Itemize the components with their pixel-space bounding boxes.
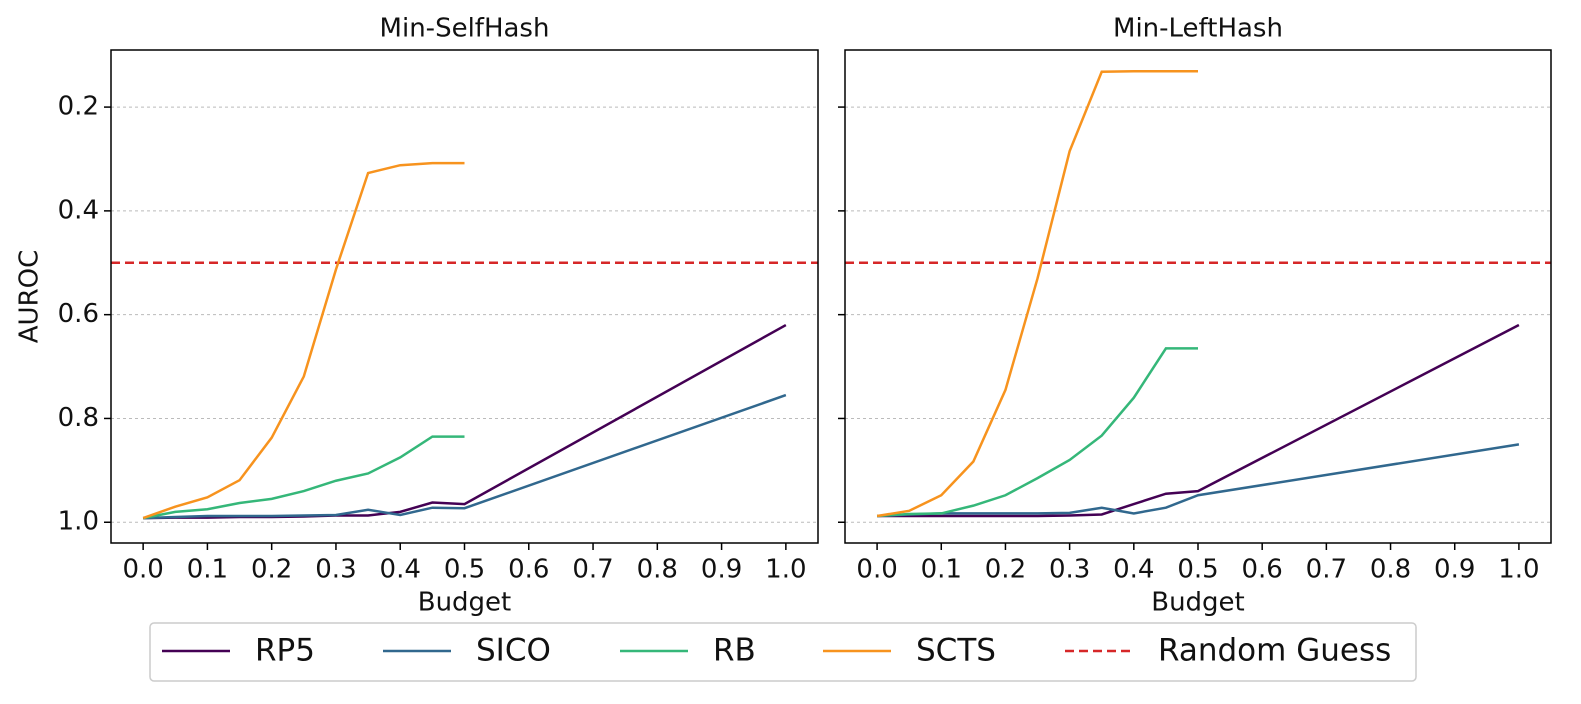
x-tick-label: 0.6 [1242,555,1283,585]
legend-label: RB [713,633,756,669]
panel-title: Min-LeftHash [1113,14,1283,44]
x-tick-label: 0.9 [1434,555,1475,585]
x-tick-label: 0.4 [380,555,421,585]
x-tick-label: 0.1 [921,555,962,585]
y-tick-label: 1.0 [58,507,99,537]
y-tick-label: 0.8 [58,403,99,433]
x-tick-label: 0.9 [701,555,742,585]
series-line [876,70,1198,518]
series-line [142,435,465,520]
legend-label: SICO [476,633,551,669]
legend-label: RP5 [255,633,315,669]
legend: RP5 SICO RB SCTS Random Guess [149,622,1417,682]
legend-label: Random Guess [1158,633,1391,669]
panel-title: Min-SelfHash [380,14,550,44]
series-line [877,347,1198,518]
series-line [143,323,787,520]
x-axis-label: Budget [1151,588,1245,618]
x-tick-label: 0.3 [1049,555,1090,585]
y-axis-label: AUROC [15,250,45,344]
x-tick-label: 0.0 [856,555,897,585]
x-tick-label: 1.0 [765,555,806,585]
x-tick-label: 0.0 [122,555,163,585]
x-tick-label: 0.3 [315,555,356,585]
series-line [142,161,465,520]
x-axis-label: Budget [418,588,512,618]
x-tick-label: 0.5 [1177,555,1218,585]
plot-frame [110,49,819,544]
x-tick-label: 1.0 [1498,555,1539,585]
plot-frame [844,49,1552,544]
legend-label: SCTS [916,633,996,669]
x-tick-label: 0.7 [1306,555,1347,585]
x-tick-label: 0.7 [572,555,613,585]
x-tick-label: 0.1 [187,555,228,585]
y-tick-label: 0.6 [58,299,99,329]
legend-frame [149,622,1417,682]
series-line [143,393,787,520]
x-tick-label: 0.6 [508,555,549,585]
y-tick-label: 0.4 [58,195,99,225]
x-tick-label: 0.2 [251,555,292,585]
x-tick-label: 0.2 [985,555,1026,585]
series-line [877,323,1520,518]
x-tick-label: 0.8 [637,555,678,585]
x-tick-label: 0.8 [1370,555,1411,585]
x-tick-label: 0.5 [444,555,485,585]
y-tick-label: 0.2 [58,92,99,122]
x-tick-label: 0.4 [1113,555,1154,585]
